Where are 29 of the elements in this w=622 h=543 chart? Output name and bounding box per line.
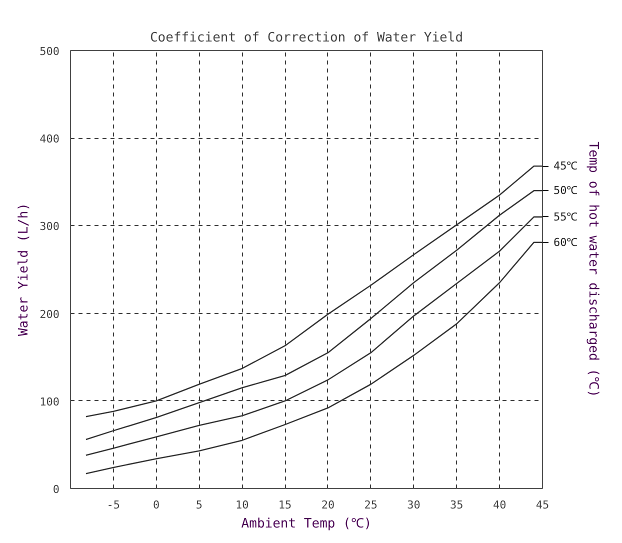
y-tick-label: 300 <box>40 220 60 234</box>
x-tick-label: 45 <box>536 498 550 512</box>
line-series <box>85 242 542 474</box>
line-series <box>85 190 542 440</box>
x-axis-title: Ambient Temp (℃) <box>241 516 372 532</box>
y-axis-title: Water Yield (L/h) <box>16 202 32 336</box>
y-tick-label: 100 <box>40 395 60 408</box>
line-series <box>85 165 542 418</box>
y2-axis-title: Temp of hot water discharged (℃) <box>586 142 601 398</box>
x-tick-label: 25 <box>364 498 378 512</box>
y-tick-label: 400 <box>40 132 60 146</box>
x-tick-label: 0 <box>153 498 160 512</box>
series-label: 45℃ <box>554 160 578 173</box>
x-tick-label: 5 <box>196 498 203 512</box>
line-series <box>85 216 542 456</box>
x-tick-label: 20 <box>321 498 335 512</box>
x-tick-label: 35 <box>450 498 464 512</box>
x-tick-label: 30 <box>407 498 420 512</box>
series-label: 50℃ <box>554 184 578 198</box>
x-tick-label: 15 <box>278 498 292 512</box>
x-tick-label: 10 <box>236 498 249 512</box>
y-tick-label: 200 <box>40 308 60 321</box>
series-label: 60℃ <box>554 236 578 249</box>
chart-title: Coefficient of Correction of Water Yield <box>150 30 464 46</box>
y-tick-label: 500 <box>40 45 60 58</box>
series-label: 55℃ <box>554 210 578 224</box>
x-tick-label: 40 <box>492 498 506 512</box>
x-tick-label: -5 <box>106 498 120 512</box>
y-tick-label: 0 <box>52 483 60 496</box>
